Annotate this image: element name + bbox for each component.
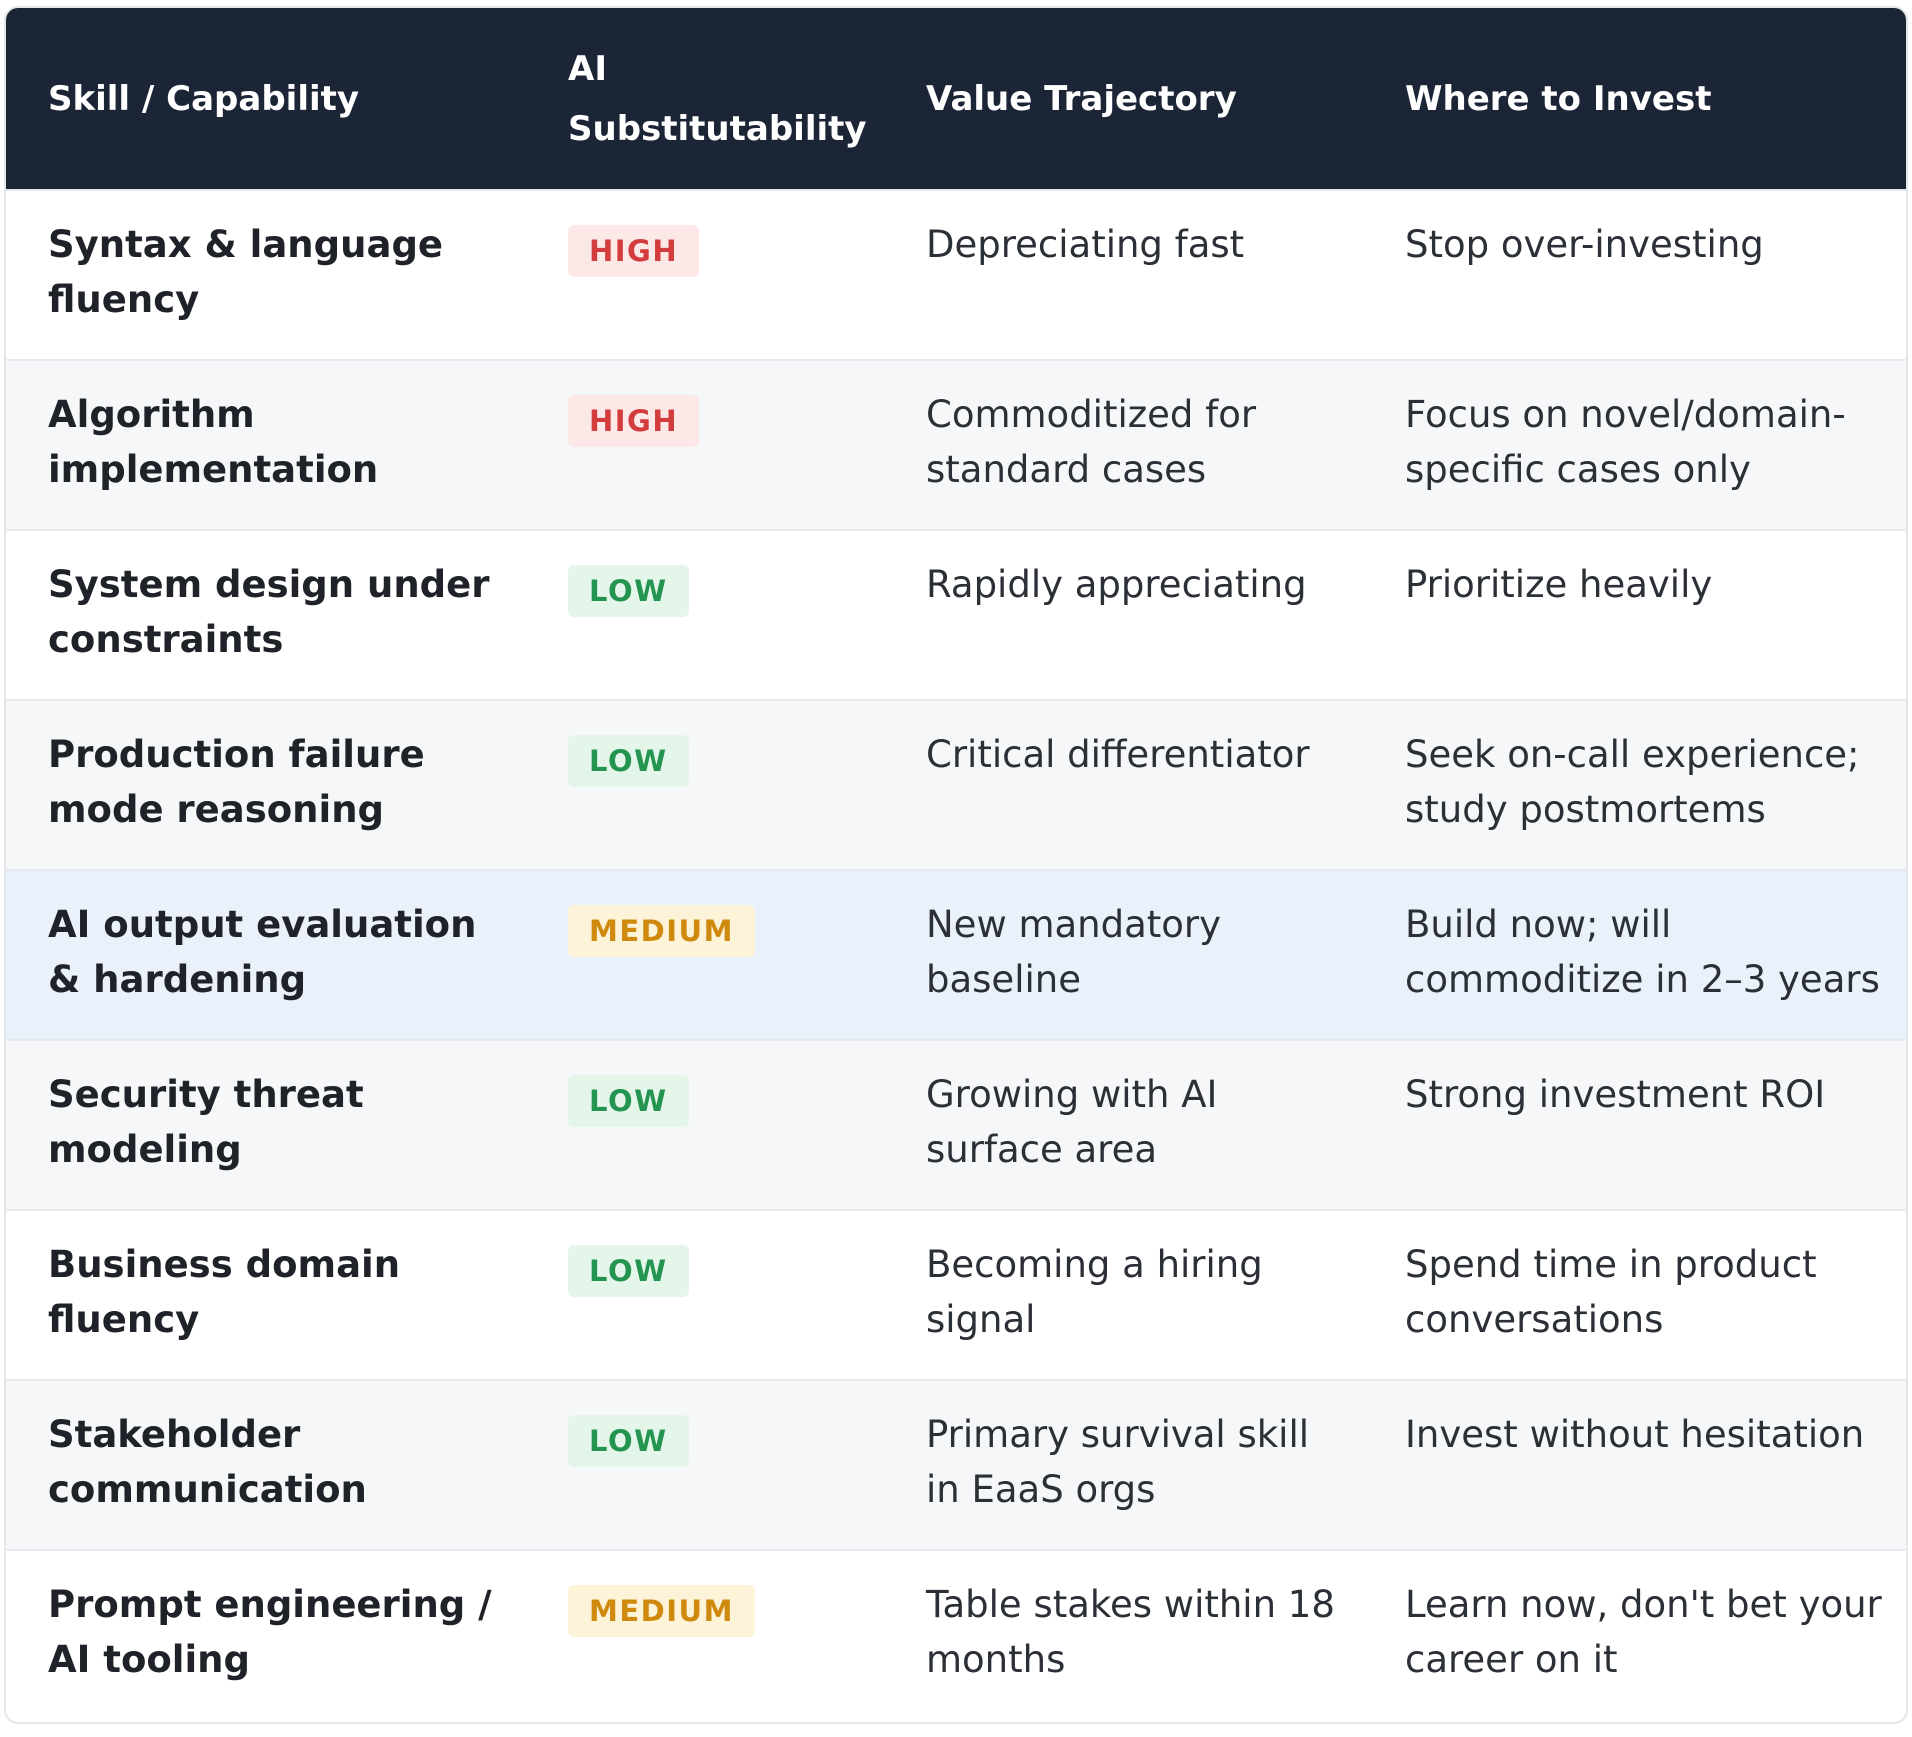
table-row: Syntax & language fluency HIGH Depreciat… <box>6 190 1906 360</box>
substitutability-badge: HIGH <box>568 395 700 447</box>
trajectory-cell: Growing with AI surface area <box>926 1073 1218 1171</box>
substitutability-cell: LOW <box>530 530 894 700</box>
substitutability-badge: MEDIUM <box>568 905 755 957</box>
invest-cell: Spend time in product conversations <box>1405 1243 1817 1341</box>
trajectory-cell: Becoming a hiring signal <box>926 1243 1263 1341</box>
substitutability-badge: MEDIUM <box>568 1585 755 1637</box>
header-where-to-invest: Where to Invest <box>1405 78 1712 119</box>
header-skill: Skill / Capability <box>48 78 360 119</box>
table-row: System design under constraints LOW Rapi… <box>6 530 1906 700</box>
substitutability-badge: LOW <box>568 1245 689 1297</box>
table-body: Syntax & language fluency HIGH Depreciat… <box>6 190 1906 1720</box>
skill-cell: Security threat modeling <box>48 1073 364 1171</box>
invest-cell: Seek on-call experience; study postmorte… <box>1405 733 1860 831</box>
skill-cell: Stakeholder communication <box>48 1413 367 1511</box>
skill-cell: Production failure mode reasoning <box>48 733 425 831</box>
trajectory-cell: Table stakes within 18 months <box>926 1583 1335 1681</box>
substitutability-badge: LOW <box>568 1415 689 1467</box>
skill-cell: AI output evaluation & hardening <box>48 903 477 1001</box>
substitutability-badge: LOW <box>568 1075 689 1127</box>
header-row: Skill / Capability AI Substitutability V… <box>6 8 1906 190</box>
trajectory-cell: New mandatory baseline <box>926 903 1222 1001</box>
table-row: Business domain fluency LOW Becoming a h… <box>6 1210 1906 1380</box>
skill-cell: Algorithm implementation <box>48 393 379 491</box>
trajectory-cell: Critical differentiator <box>926 733 1310 776</box>
trajectory-cell: Commoditized for standard cases <box>926 393 1257 491</box>
skills-table: Skill / Capability AI Substitutability V… <box>4 6 1908 1724</box>
invest-cell: Invest without hesitation <box>1405 1413 1865 1456</box>
substitutability-badge: HIGH <box>568 225 700 277</box>
skill-cell: Business domain fluency <box>48 1243 401 1341</box>
invest-cell: Build now; will commoditize in 2–3 years <box>1405 903 1880 1001</box>
table-header: Skill / Capability AI Substitutability V… <box>6 8 1906 190</box>
substitutability-cell: HIGH <box>530 190 894 360</box>
invest-cell: Stop over-investing <box>1405 223 1764 266</box>
invest-cell: Strong investment ROI <box>1405 1073 1826 1116</box>
substitutability-badge: LOW <box>568 735 689 787</box>
skill-cell: System design under constraints <box>48 563 490 661</box>
table-row: Production failure mode reasoning LOW Cr… <box>6 700 1906 870</box>
skill-cell: Prompt engineering / AI tooling <box>48 1583 492 1681</box>
skills-table-grid: Skill / Capability AI Substitutability V… <box>6 8 1906 1720</box>
substitutability-badge: LOW <box>568 565 689 617</box>
substitutability-cell: MEDIUM <box>530 870 894 1040</box>
invest-cell: Prioritize heavily <box>1405 563 1713 606</box>
skill-cell: Syntax & language fluency <box>48 223 444 321</box>
substitutability-cell: LOW <box>530 700 894 870</box>
trajectory-cell: Primary survival skill in EaaS orgs <box>926 1413 1310 1511</box>
header-value-trajectory: Value Trajectory <box>926 78 1237 119</box>
table-row: Prompt engineering / AI tooling MEDIUM T… <box>6 1550 1906 1720</box>
header-ai-substitutability: AI Substitutability <box>568 48 867 149</box>
substitutability-cell: MEDIUM <box>530 1550 894 1720</box>
trajectory-cell: Rapidly appreciating <box>926 563 1307 606</box>
trajectory-cell: Depreciating fast <box>926 223 1245 266</box>
table-row: Security threat modeling LOW Growing wit… <box>6 1040 1906 1210</box>
substitutability-cell: HIGH <box>530 360 894 530</box>
substitutability-cell: LOW <box>530 1040 894 1210</box>
substitutability-cell: LOW <box>530 1210 894 1380</box>
substitutability-cell: LOW <box>530 1380 894 1550</box>
table-row: Algorithm implementation HIGH Commoditiz… <box>6 360 1906 530</box>
invest-cell: Focus on novel/domain-specific cases onl… <box>1405 393 1846 491</box>
table-row: Stakeholder communication LOW Primary su… <box>6 1380 1906 1550</box>
invest-cell: Learn now, don't bet your career on it <box>1405 1583 1882 1681</box>
table-row-highlighted: AI output evaluation & hardening MEDIUM … <box>6 870 1906 1040</box>
